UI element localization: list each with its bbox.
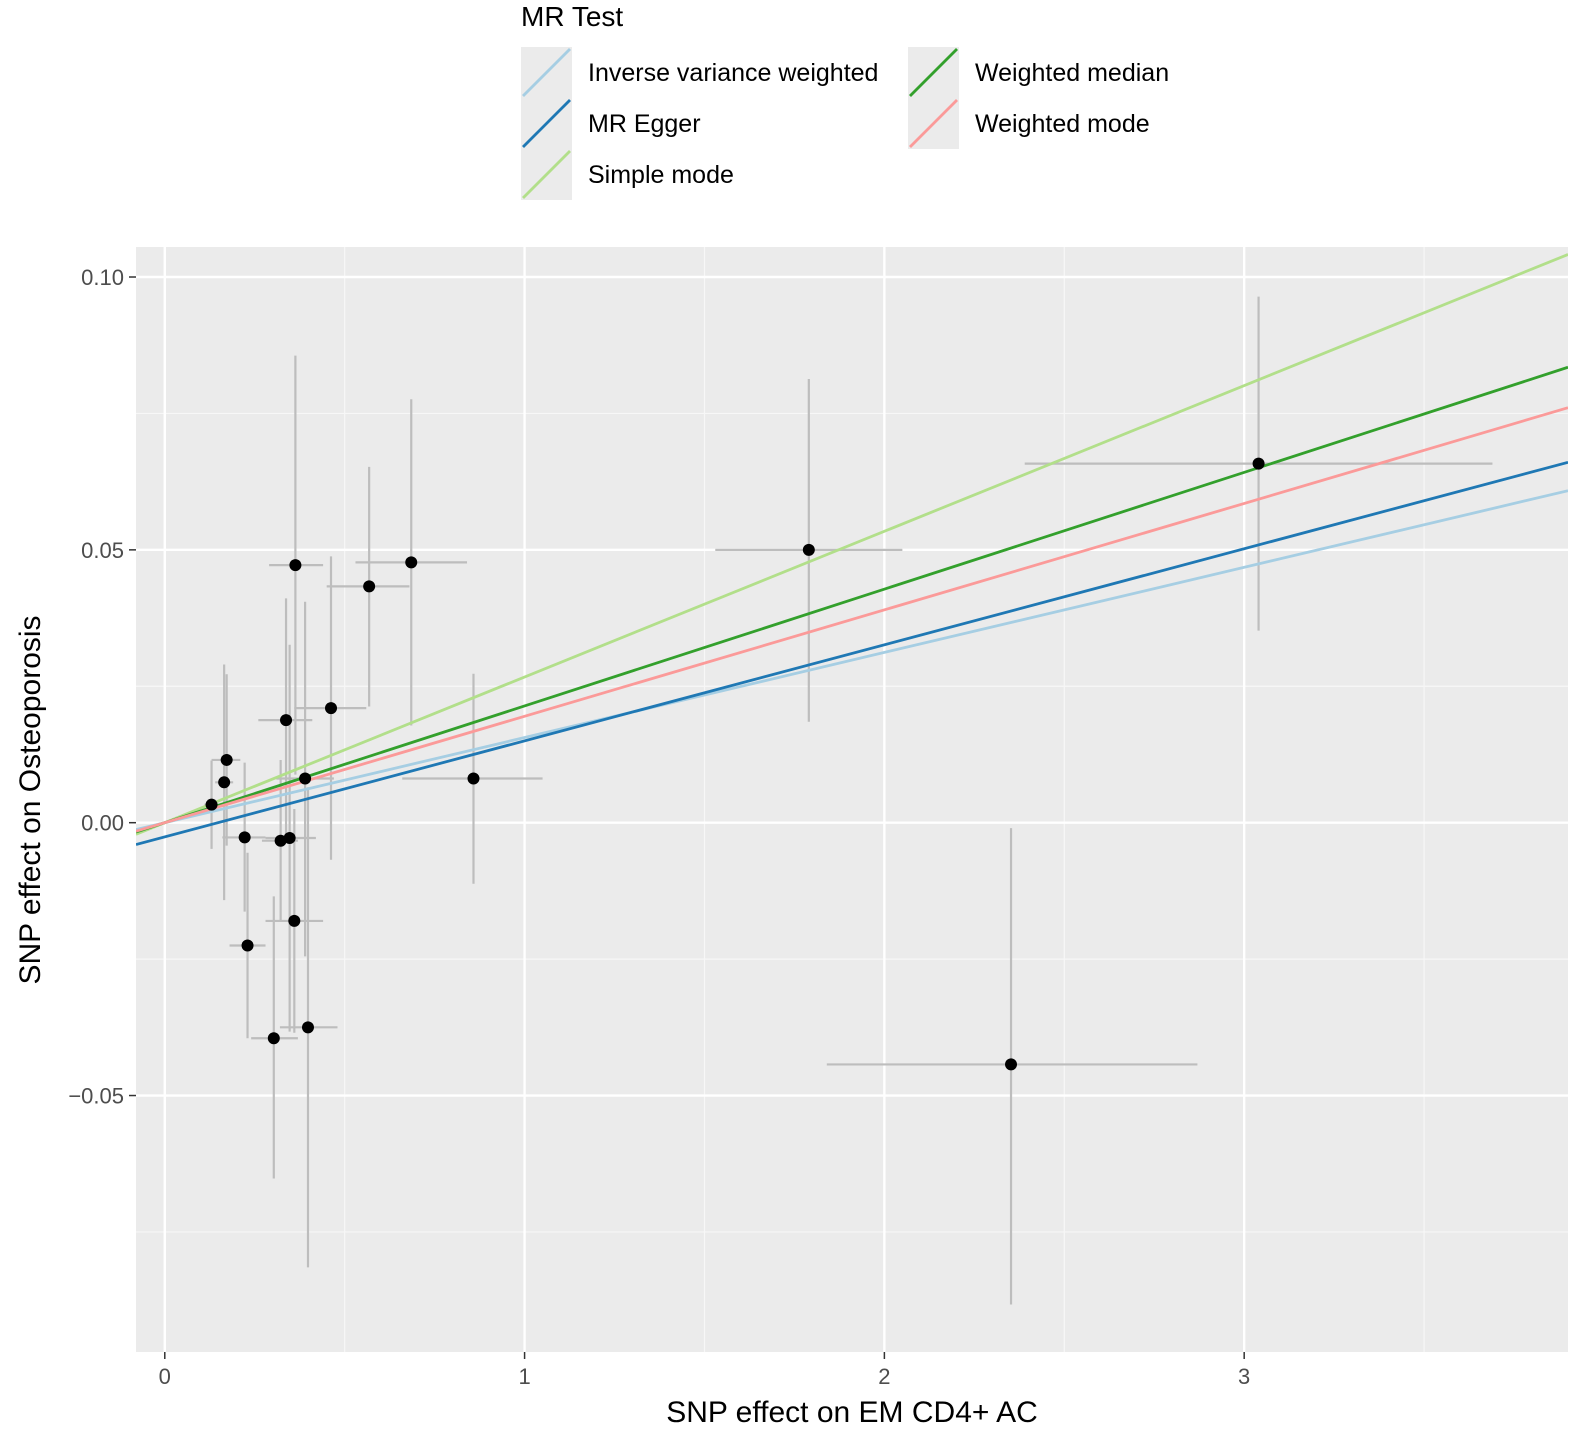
legend-label: Simple mode	[588, 161, 734, 189]
x-tick-label-0: 0	[159, 1364, 171, 1389]
fit-line-weighted-median	[136, 365, 1568, 834]
y-axis-title: SNP effect on Osteoporosis	[14, 615, 47, 984]
legend-label: Weighted mode	[975, 110, 1150, 138]
fit-line-mr-egger	[136, 460, 1568, 846]
x-axis-title: SNP effect on EM CD4+ AC	[666, 1396, 1038, 1429]
data-point-6	[274, 834, 287, 847]
legend-entry-1: MR Egger	[521, 98, 701, 149]
fit-line-weighted-mode	[136, 406, 1568, 833]
legend: MR Test Inverse variance weighted MR Egge…	[521, 1, 1169, 200]
legend-key-line	[909, 48, 958, 97]
data-point-7	[280, 714, 293, 727]
fit-line-simple-mode	[136, 253, 1568, 836]
y-tick-label-1: 0.05	[81, 538, 124, 563]
legend-key-line	[522, 48, 571, 97]
data-point-2	[220, 753, 233, 766]
x-tick-label-3: 3	[1238, 1364, 1250, 1389]
data-point-5	[267, 1032, 280, 1045]
legend-label: Inverse variance weighted	[588, 59, 878, 87]
x-tick-label-1: 1	[518, 1364, 530, 1389]
fit-line-inverse-variance-weighted	[136, 489, 1568, 831]
legend-entry-2: Simple mode	[521, 149, 734, 200]
legend-title: MR Test	[521, 1, 623, 32]
data-point-12	[301, 1021, 314, 1034]
legend-entry-4: Weighted mode	[908, 98, 1150, 149]
y-tick-label-2: 0.00	[81, 811, 124, 836]
legend-key-line	[909, 99, 958, 148]
data-point-18	[1005, 1058, 1018, 1071]
data-point-3	[238, 831, 251, 844]
legend-label: MR Egger	[588, 110, 701, 138]
data-point-8	[283, 831, 296, 844]
data-point-17	[802, 543, 815, 556]
legend-entry-3: Weighted median	[908, 47, 1169, 98]
data-point-4	[241, 939, 254, 952]
x-tick-label-2: 2	[878, 1364, 890, 1389]
data-point-10	[289, 559, 302, 572]
y-tick-label-3: −0.05	[68, 1084, 124, 1109]
data-point-13	[325, 702, 338, 715]
data-point-15	[405, 556, 418, 569]
y-tick-label-0: 0.10	[81, 265, 124, 290]
data-point-9	[288, 914, 301, 927]
legend-label: Weighted median	[975, 59, 1169, 87]
data-point-14	[363, 580, 376, 593]
data-point-11	[299, 772, 312, 785]
data-point-19	[1252, 457, 1265, 470]
data-point-16	[467, 772, 480, 785]
legend-key-line	[522, 99, 571, 148]
legend-entry-0: Inverse variance weighted	[521, 47, 878, 98]
plot-panel	[136, 247, 1568, 1352]
legend-key-line	[522, 150, 571, 199]
data-point-1	[218, 776, 231, 789]
data-point-0	[205, 798, 218, 811]
